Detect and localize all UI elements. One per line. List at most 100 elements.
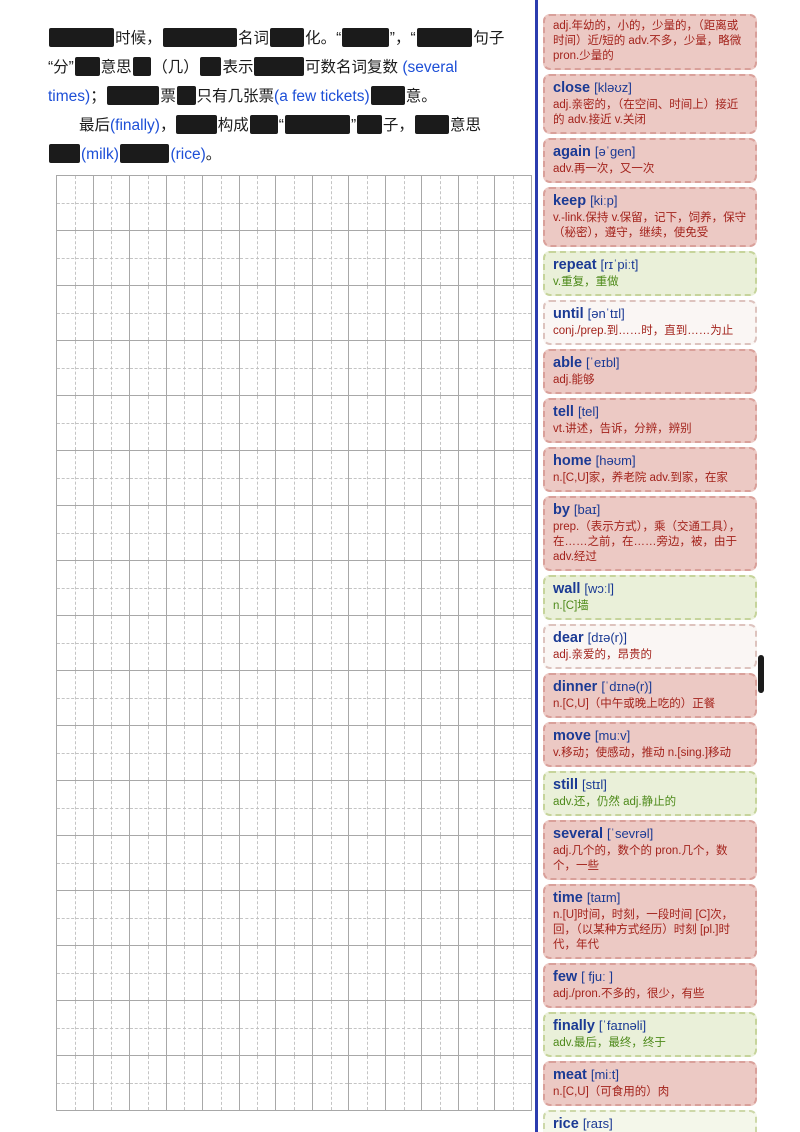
vocab-card-header: close [kləʊz] — [553, 79, 747, 97]
vocab-word: several — [553, 826, 603, 842]
grid-cell — [239, 231, 277, 286]
vocab-word: close — [553, 80, 591, 96]
grid-cell — [203, 671, 240, 726]
grid-cell — [130, 506, 167, 561]
grid-cell — [203, 1056, 240, 1111]
vocab-card[interactable]: by [baɪ] prep.（表示方式），乘（交通工具），在……之前，在……旁边，… — [543, 496, 757, 571]
vocab-phonetic: [kləʊz] — [594, 80, 632, 95]
grid-cell — [422, 451, 459, 506]
grid-cell — [349, 946, 386, 1001]
grid-cell — [312, 836, 350, 891]
grid-cell — [93, 451, 131, 506]
grid-cell — [495, 176, 532, 231]
chinese-text: 时候， — [115, 30, 162, 47]
grid-cell — [495, 616, 532, 671]
grid-cell — [385, 341, 423, 396]
grid-cell — [203, 616, 240, 671]
grid-cell — [422, 1056, 459, 1111]
grid-cell — [422, 891, 459, 946]
vocab-definition: adv.最后，最终，终于 — [553, 1037, 666, 1049]
grid-cell — [422, 286, 459, 341]
vocab-card[interactable]: few[ fjuː ] adj./pron.不多的，很少，有些 — [543, 963, 757, 1008]
vocab-card[interactable]: able [ˈeɪbl] adj.能够 — [543, 349, 757, 394]
grid-cell — [239, 561, 277, 616]
grid-cell — [203, 286, 240, 341]
scrollbar-thumb[interactable] — [758, 655, 764, 693]
vocab-definition: prep.（表示方式），乘（交通工具），在……之前，在……旁边，被，由于 adv… — [553, 521, 741, 563]
grid-cell — [276, 781, 313, 836]
vocab-card[interactable]: move [muːv] v.移动；使感动，推动 n.[sing.]移动 — [543, 722, 757, 767]
vocab-card[interactable]: several [ˈsevrəl] adj.几个的，数个的 pron.几个，数个，… — [543, 820, 757, 880]
grid-cell — [130, 616, 167, 671]
grid-cell — [495, 451, 532, 506]
grid-cell — [385, 561, 423, 616]
vocab-card[interactable]: dear [dɪə(r)] adj.亲爱的，昂贵的 — [543, 624, 757, 669]
grid-cell — [458, 836, 496, 891]
grid-cell — [93, 836, 131, 891]
grid-cell — [312, 891, 350, 946]
grid-cell — [93, 946, 131, 1001]
grid-cell — [57, 726, 94, 781]
grid-cell — [93, 231, 131, 286]
vocab-card[interactable]: tell [tel] vt.讲述，告诉，分辨，辨别 — [543, 398, 757, 443]
grid-cell — [495, 1056, 532, 1111]
grid-cell — [349, 616, 386, 671]
grid-cell — [239, 1056, 277, 1111]
vocab-card[interactable]: until [ənˈtɪl] conj./prep.到……时，直到……为止 — [543, 300, 757, 345]
grid-cell — [276, 726, 313, 781]
grid-cell — [349, 836, 386, 891]
grid-cell — [130, 176, 167, 231]
grid-cell — [495, 561, 532, 616]
vocab-card[interactable]: close [kləʊz] adj.亲密的，（在空间、时间上）接近的 adv.接近… — [543, 74, 757, 134]
vocab-word: by — [553, 502, 570, 518]
grid-cell — [166, 341, 204, 396]
vocab-card[interactable]: finally [ˈfaɪnəli] adv.最后，最终，终于 — [543, 1012, 757, 1057]
vocab-card[interactable]: home [həʊm] n.[C,U]家，养老院 adv.到家，在家 — [543, 447, 757, 492]
grid-cell — [93, 341, 131, 396]
vocab-card[interactable]: wall [wɔːl] n.[C]墙 — [543, 575, 757, 620]
vocab-card[interactable]: repeat [rɪˈpiːt] v.重复，重做 — [543, 251, 757, 296]
vocab-card[interactable]: adj.年幼的，小的，少量的，（距离或时间）近/短的 adv.不多，少量，略微 … — [543, 14, 757, 70]
grid-cell — [495, 946, 532, 1001]
grid-cell — [495, 671, 532, 726]
vocab-word: still — [553, 777, 578, 793]
grid-cell — [57, 286, 94, 341]
vocab-card[interactable]: dinner [ˈdɪnə(r)] n.[C,U]（中午或晚上吃的）正餐 — [543, 673, 757, 718]
grid-cell — [93, 506, 131, 561]
grid-cell — [422, 176, 459, 231]
text-line: “分” 意思 （几） 表示 可数名词复数 (several — [48, 53, 529, 82]
grid-cell — [239, 341, 277, 396]
grid-cell — [349, 1001, 386, 1056]
grid-cell — [239, 781, 277, 836]
vocab-definition: n.[U]时间，时刻，一段时间 [C]次，回，（以某种方式经历）时刻 [pl.]… — [553, 909, 734, 951]
grid-cell — [312, 1001, 350, 1056]
vocab-card[interactable]: still [stɪl] adv.还，仍然 adj.静止的 — [543, 771, 757, 816]
vocab-definition: adj.能够 — [553, 374, 595, 386]
grid-cell — [203, 176, 240, 231]
redacted-text — [49, 28, 115, 47]
grid-cell — [458, 231, 496, 286]
vocab-definition: vt.讲述，告诉，分辨，辨别 — [553, 423, 692, 435]
grid-cell — [57, 1056, 94, 1111]
vocab-card[interactable]: rice [raɪs] — [543, 1110, 757, 1132]
vocab-card[interactable]: meat [miːt] n.[C,U]（可食用的）肉 — [543, 1061, 757, 1106]
vocab-card[interactable]: again [əˈgen] adv.再一次，又一次 — [543, 138, 757, 183]
grid-cell — [239, 891, 277, 946]
text-line: (milk) (rice)。 — [48, 140, 529, 169]
grid-cell — [385, 506, 423, 561]
scrollbar-track[interactable] — [757, 0, 765, 1132]
grid-cell — [349, 176, 386, 231]
grid-cell — [166, 891, 204, 946]
redacted-text — [357, 115, 382, 134]
grid-cell — [312, 231, 350, 286]
vocab-card[interactable]: keep [kiːp] v.-link.保持 v.保留，记下，饲养，保守（秘密），… — [543, 187, 757, 247]
vocab-card-header: still [stɪl] — [553, 776, 747, 794]
redacted-text — [132, 57, 152, 76]
vocab-card[interactable]: time [taɪm] n.[U]时间，时刻，一段时间 [C]次，回，（以某种方式… — [543, 884, 757, 959]
grid-cell — [203, 561, 240, 616]
vocab-phonetic: [ˈeɪbl] — [586, 355, 620, 370]
vocab-phonetic: [ˈfaɪnəli] — [598, 1018, 647, 1033]
grid-cell — [276, 616, 313, 671]
grid-cell — [203, 451, 240, 506]
grid-cell — [312, 726, 350, 781]
